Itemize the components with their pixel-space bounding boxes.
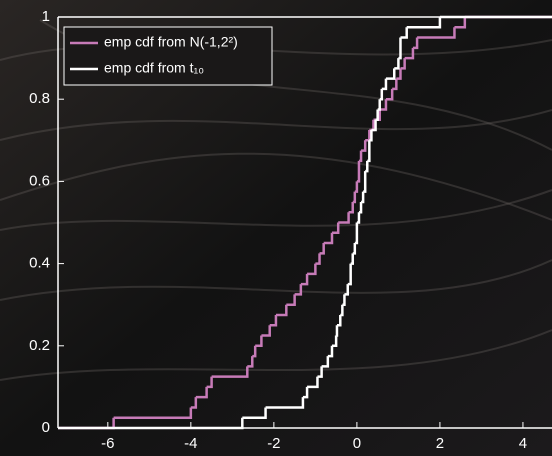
legend: emp cdf from N(-1,2²) emp cdf from t₁₀ <box>64 27 272 85</box>
y-tick-label: 0.6 <box>29 172 50 189</box>
x-tick-label: -4 <box>184 435 197 452</box>
legend-label: emp cdf from N(-1,2²) <box>104 34 238 50</box>
y-tick-label: 0.4 <box>29 255 50 272</box>
chart: 0 0.2 0.4 0.6 0.8 1 -6 -4 -2 0 2 4 emp cdf from N(-… <box>0 0 552 456</box>
y-tick-label: 0 <box>42 419 50 436</box>
x-tick-label: -6 <box>101 435 114 452</box>
y-tick-label: 0.2 <box>29 337 50 354</box>
y-tick-label: 0.8 <box>29 90 50 107</box>
y-tick-label: 1 <box>42 8 50 25</box>
x-tick-label: 0 <box>353 435 361 452</box>
x-tick-label: 2 <box>436 435 444 452</box>
x-tick-label: -2 <box>267 435 280 452</box>
x-tick-label: 4 <box>519 435 527 452</box>
legend-label: emp cdf from t₁₀ <box>104 60 204 76</box>
cdf-step <box>336 325 337 335</box>
